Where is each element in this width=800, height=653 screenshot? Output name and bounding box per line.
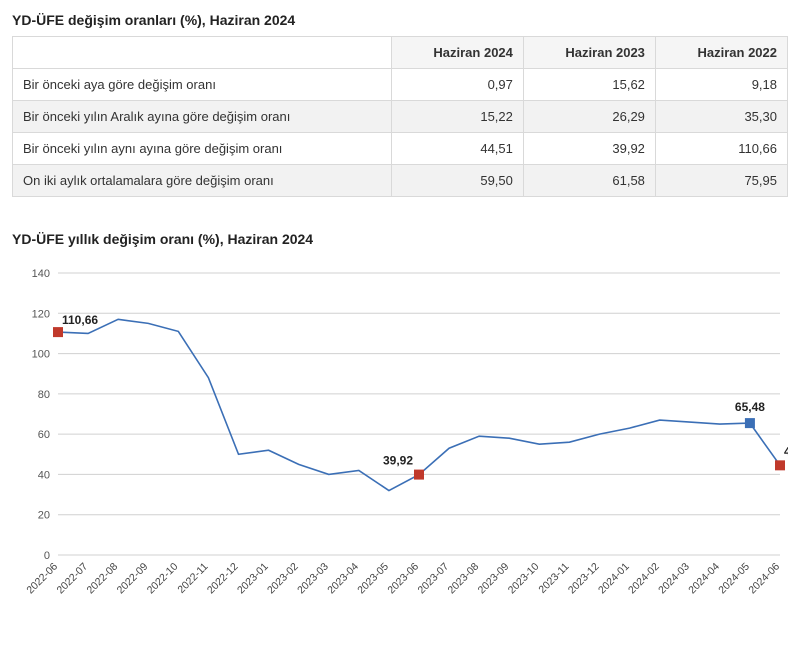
svg-text:60: 60 [38, 429, 50, 441]
svg-text:2023-05: 2023-05 [355, 561, 391, 597]
table-cell: 35,30 [655, 101, 787, 133]
table-cell: 0,97 [391, 69, 523, 101]
table-row: Bir önceki yılın Aralık ayına göre değiş… [13, 101, 788, 133]
table-title: YD-ÜFE değişim oranları (%), Haziran 202… [12, 12, 788, 28]
row-label: Bir önceki yılın aynı ayına göre değişim… [13, 133, 392, 165]
row-label: Bir önceki yılın Aralık ayına göre değiş… [13, 101, 392, 133]
svg-text:2022-08: 2022-08 [85, 561, 121, 597]
chart-title: YD-ÜFE yıllık değişim oranı (%), Haziran… [12, 231, 788, 247]
col-header-2: Haziran 2022 [655, 37, 787, 69]
svg-text:2024-03: 2024-03 [656, 561, 692, 597]
svg-text:2024-02: 2024-02 [626, 561, 662, 597]
svg-text:2024-06: 2024-06 [746, 561, 782, 597]
svg-text:65,48: 65,48 [735, 400, 765, 414]
svg-text:2023-01: 2023-01 [235, 561, 271, 597]
table-cell: 9,18 [655, 69, 787, 101]
line-chart: 0204060801001201402022-062022-072022-082… [12, 255, 788, 635]
svg-text:2023-10: 2023-10 [506, 561, 542, 597]
svg-text:120: 120 [32, 308, 50, 320]
svg-text:39,92: 39,92 [383, 454, 413, 468]
col-header-0: Haziran 2024 [391, 37, 523, 69]
svg-text:2022-06: 2022-06 [24, 561, 60, 597]
svg-text:2023-11: 2023-11 [536, 561, 571, 596]
table-cell: 15,62 [523, 69, 655, 101]
table-row: Bir önceki aya göre değişim oranı0,9715,… [13, 69, 788, 101]
svg-text:2023-12: 2023-12 [566, 561, 602, 597]
col-header-1: Haziran 2023 [523, 37, 655, 69]
svg-text:0: 0 [44, 550, 50, 562]
svg-text:20: 20 [38, 510, 50, 522]
svg-text:80: 80 [38, 389, 50, 401]
svg-text:2022-07: 2022-07 [54, 561, 90, 597]
table-row: Bir önceki yılın aynı ayına göre değişim… [13, 133, 788, 165]
svg-text:2023-04: 2023-04 [325, 561, 361, 597]
table-cell: 61,58 [523, 165, 655, 197]
svg-text:2023-02: 2023-02 [265, 561, 301, 597]
svg-text:44,51: 44,51 [784, 444, 788, 458]
svg-text:2022-11: 2022-11 [175, 561, 210, 596]
svg-text:2023-09: 2023-09 [476, 561, 512, 597]
svg-text:2024-04: 2024-04 [686, 561, 722, 597]
svg-text:2023-03: 2023-03 [295, 561, 331, 597]
table-cell: 39,92 [523, 133, 655, 165]
row-label: Bir önceki aya göre değişim oranı [13, 69, 392, 101]
svg-text:2023-07: 2023-07 [415, 561, 451, 597]
data-table: Haziran 2024 Haziran 2023 Haziran 2022 B… [12, 36, 788, 197]
svg-text:110,66: 110,66 [62, 313, 98, 327]
svg-text:2022-10: 2022-10 [145, 561, 181, 597]
col-blank [13, 37, 392, 69]
svg-text:2022-09: 2022-09 [115, 561, 151, 597]
table-cell: 59,50 [391, 165, 523, 197]
svg-text:140: 140 [32, 268, 50, 280]
table-cell: 110,66 [655, 133, 787, 165]
svg-text:2024-01: 2024-01 [596, 561, 632, 597]
table-cell: 75,95 [655, 165, 787, 197]
svg-text:2023-08: 2023-08 [446, 561, 482, 597]
row-label: On iki aylık ortalamalara göre değişim o… [13, 165, 392, 197]
table-cell: 44,51 [391, 133, 523, 165]
svg-text:40: 40 [38, 469, 50, 481]
svg-text:2024-05: 2024-05 [716, 561, 752, 597]
svg-text:2023-06: 2023-06 [385, 561, 421, 597]
svg-text:100: 100 [32, 349, 50, 361]
table-row: On iki aylık ortalamalara göre değişim o… [13, 165, 788, 197]
table-cell: 26,29 [523, 101, 655, 133]
table-cell: 15,22 [391, 101, 523, 133]
svg-text:2022-12: 2022-12 [205, 561, 241, 597]
